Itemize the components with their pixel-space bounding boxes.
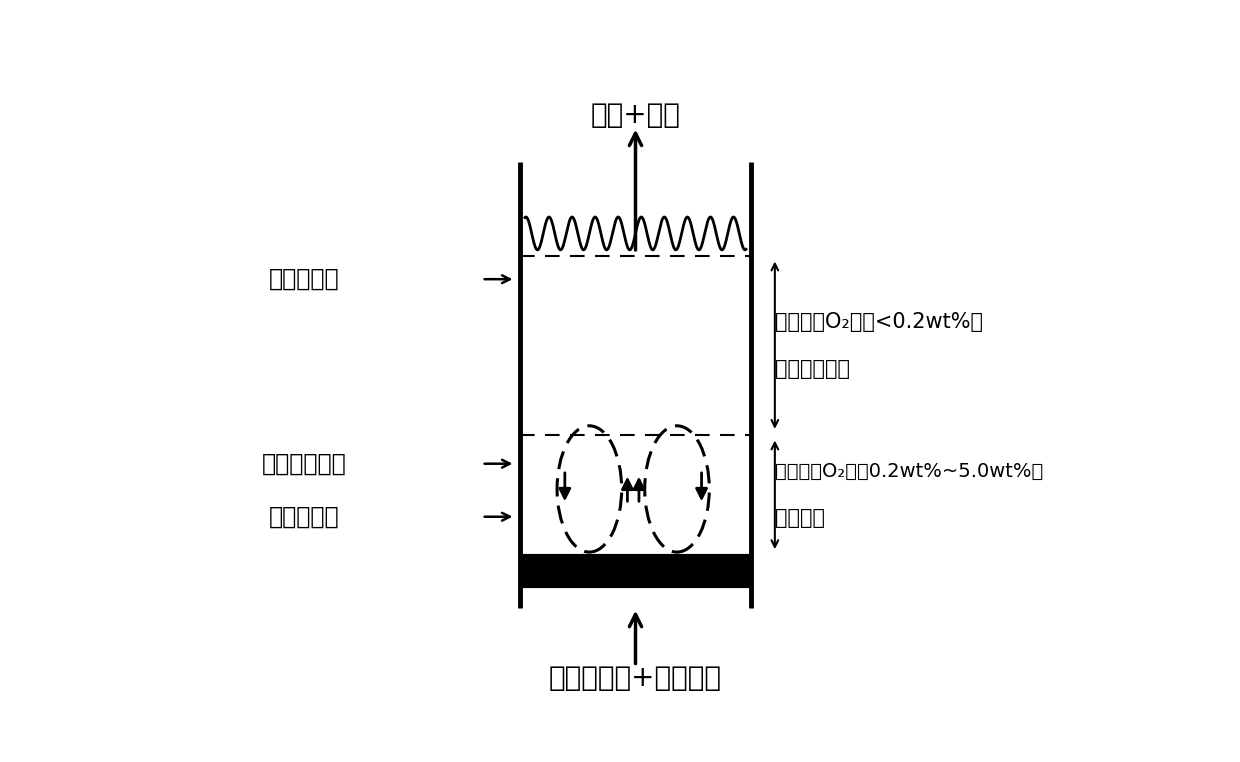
- Text: 产品+尾气: 产品+尾气: [590, 101, 681, 129]
- Text: 催化剂内循环: 催化剂内循环: [262, 452, 346, 475]
- Text: 贫氧区（O₂含量<0.2wt%）: 贫氧区（O₂含量<0.2wt%）: [775, 312, 983, 331]
- Bar: [521, 555, 751, 588]
- Text: 积碳烧除: 积碳烧除: [775, 508, 825, 528]
- Text: 含氧流化气+反应原料: 含氧流化气+反应原料: [549, 664, 722, 692]
- Text: 催化剂再生: 催化剂再生: [269, 504, 340, 529]
- Text: 含氧区（O₂含量0.2wt%~5.0wt%）: 含氧区（O₂含量0.2wt%~5.0wt%）: [775, 462, 1043, 481]
- Text: 催化剂积碳: 催化剂积碳: [269, 267, 340, 291]
- Text: 羟醛缩合反应: 羟醛缩合反应: [775, 359, 849, 379]
